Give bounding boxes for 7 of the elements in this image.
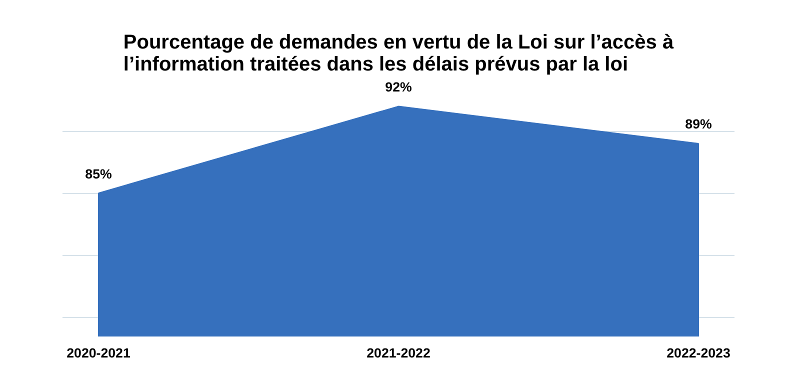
x-tick-label: 2020-2021 xyxy=(66,346,131,360)
data-label: 85% xyxy=(85,166,112,182)
x-tick-label: 2021-2022 xyxy=(366,346,430,360)
data-label: 92% xyxy=(385,80,412,95)
data-label: 89% xyxy=(685,116,712,132)
x-tick-label: 2022-2023 xyxy=(666,346,730,360)
chart-title: Pourcentage de demandes en vertu de la Loi sur l’accès à l’information traitées dans les délais prévus par la loi xyxy=(123,32,674,76)
